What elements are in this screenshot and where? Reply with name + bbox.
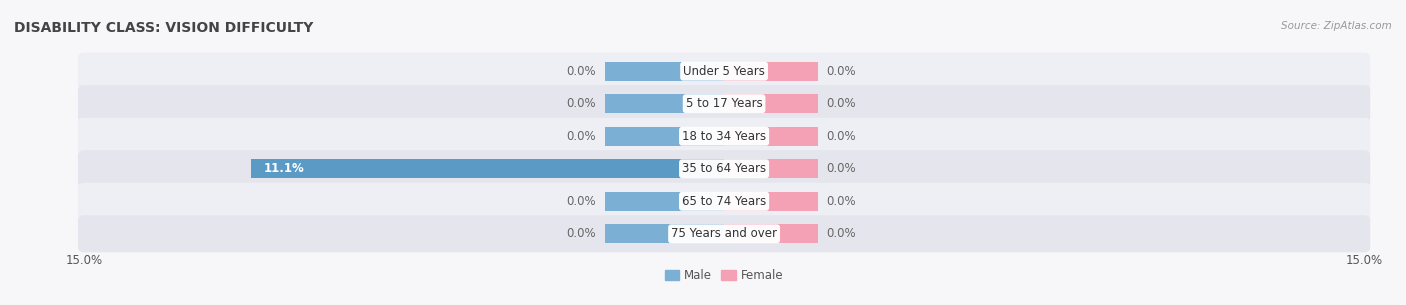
Text: 75 Years and over: 75 Years and over <box>671 227 778 240</box>
Bar <box>724 159 818 178</box>
Bar <box>724 224 818 243</box>
Text: DISABILITY CLASS: VISION DIFFICULTY: DISABILITY CLASS: VISION DIFFICULTY <box>14 21 314 35</box>
Text: 5 to 17 Years: 5 to 17 Years <box>686 97 762 110</box>
Text: 65 to 74 Years: 65 to 74 Years <box>682 195 766 208</box>
FancyBboxPatch shape <box>77 85 1371 122</box>
Bar <box>605 94 724 113</box>
Text: Source: ZipAtlas.com: Source: ZipAtlas.com <box>1281 21 1392 31</box>
Bar <box>724 192 818 211</box>
FancyBboxPatch shape <box>77 53 1371 90</box>
Text: 0.0%: 0.0% <box>827 130 856 143</box>
Text: 11.1%: 11.1% <box>263 162 304 175</box>
Bar <box>250 159 724 178</box>
Bar <box>724 127 818 146</box>
Text: 0.0%: 0.0% <box>567 130 596 143</box>
FancyBboxPatch shape <box>77 150 1371 187</box>
Bar <box>605 192 724 211</box>
Text: 0.0%: 0.0% <box>827 195 856 208</box>
Text: 18 to 34 Years: 18 to 34 Years <box>682 130 766 143</box>
Text: 0.0%: 0.0% <box>567 65 596 78</box>
Text: 0.0%: 0.0% <box>827 162 856 175</box>
Text: 0.0%: 0.0% <box>827 65 856 78</box>
Bar <box>605 127 724 146</box>
Bar <box>605 224 724 243</box>
FancyBboxPatch shape <box>77 215 1371 252</box>
Bar <box>724 62 818 81</box>
Text: 0.0%: 0.0% <box>567 227 596 240</box>
Text: 0.0%: 0.0% <box>567 195 596 208</box>
FancyBboxPatch shape <box>77 183 1371 220</box>
Text: 35 to 64 Years: 35 to 64 Years <box>682 162 766 175</box>
Bar <box>724 94 818 113</box>
Text: Under 5 Years: Under 5 Years <box>683 65 765 78</box>
Text: 0.0%: 0.0% <box>567 97 596 110</box>
FancyBboxPatch shape <box>77 118 1371 155</box>
Text: 0.0%: 0.0% <box>827 227 856 240</box>
Legend: Male, Female: Male, Female <box>661 265 787 287</box>
Text: 0.0%: 0.0% <box>827 97 856 110</box>
Bar <box>605 62 724 81</box>
